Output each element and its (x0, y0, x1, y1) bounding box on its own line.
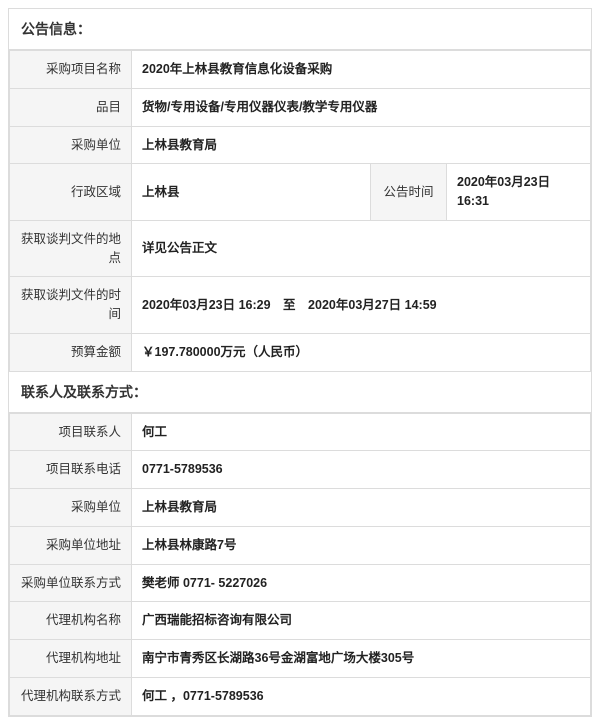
row-doc-time: 获取谈判文件的时间 2020年03月23日 16:29 至 2020年03月27… (10, 277, 591, 334)
value-project-name: 2020年上林县教育信息化设备采购 (132, 51, 591, 89)
row-budget: 预算金额 ￥197.780000万元（人民币） (10, 333, 591, 371)
row-buyer-addr: 采购单位地址 上林县林康路7号 (10, 526, 591, 564)
row-category: 品目 货物/专用设备/专用仪器仪表/教学专用仪器 (10, 88, 591, 126)
label-buyer-addr: 采购单位地址 (10, 526, 132, 564)
row-agency-name: 代理机构名称 广西瑞能招标咨询有限公司 (10, 602, 591, 640)
value-region: 上林县 (132, 164, 371, 221)
label-agency-name: 代理机构名称 (10, 602, 132, 640)
label-doc-time: 获取谈判文件的时间 (10, 277, 132, 334)
value-buyer2: 上林县教育局 (132, 489, 591, 527)
label-agency-contact: 代理机构联系方式 (10, 677, 132, 715)
announcement-panel: 公告信息： 采购项目名称 2020年上林县教育信息化设备采购 品目 货物/专用设… (8, 8, 592, 717)
label-agency-addr: 代理机构地址 (10, 640, 132, 678)
value-category: 货物/专用设备/专用仪器仪表/教学专用仪器 (132, 88, 591, 126)
row-agency-addr: 代理机构地址 南宁市青秀区长湖路36号金湖富地广场大楼305号 (10, 640, 591, 678)
row-buyer-contact: 采购单位联系方式 樊老师 0771- 5227026 (10, 564, 591, 602)
label-buyer-contact: 采购单位联系方式 (10, 564, 132, 602)
label-category: 品目 (10, 88, 132, 126)
row-doc-place: 获取谈判文件的地点 详见公告正文 (10, 220, 591, 277)
section1-header: 公告信息： (9, 9, 591, 50)
value-doc-place: 详见公告正文 (132, 220, 591, 277)
section1-table: 采购项目名称 2020年上林县教育信息化设备采购 品目 货物/专用设备/专用仪器… (9, 50, 591, 372)
label-proj-phone: 项目联系电话 (10, 451, 132, 489)
value-agency-name: 广西瑞能招标咨询有限公司 (132, 602, 591, 640)
row-region-time: 行政区域 上林县 公告时间 2020年03月23日 16:31 (10, 164, 591, 221)
label-doc-place: 获取谈判文件的地点 (10, 220, 132, 277)
label-buyer: 采购单位 (10, 126, 132, 164)
row-buyer: 采购单位 上林县教育局 (10, 126, 591, 164)
label-proj-contact: 项目联系人 (10, 413, 132, 451)
value-buyer-contact: 樊老师 0771- 5227026 (132, 564, 591, 602)
value-agency-contact: 何工 ，0771-5789536 (132, 677, 591, 715)
value-buyer-addr: 上林县林康路7号 (132, 526, 591, 564)
value-announce-time: 2020年03月23日 16:31 (447, 164, 591, 221)
value-agency-addr: 南宁市青秀区长湖路36号金湖富地广场大楼305号 (132, 640, 591, 678)
row-proj-contact: 项目联系人 何工 (10, 413, 591, 451)
label-project-name: 采购项目名称 (10, 51, 132, 89)
row-project-name: 采购项目名称 2020年上林县教育信息化设备采购 (10, 51, 591, 89)
row-agency-contact: 代理机构联系方式 何工 ，0771-5789536 (10, 677, 591, 715)
section2-table: 项目联系人 何工 项目联系电话 0771-5789536 采购单位 上林县教育局… (9, 413, 591, 716)
value-proj-phone: 0771-5789536 (132, 451, 591, 489)
label-region: 行政区域 (10, 164, 132, 221)
label-budget: 预算金额 (10, 333, 132, 371)
value-doc-time: 2020年03月23日 16:29 至 2020年03月27日 14:59 (132, 277, 591, 334)
section2-header: 联系人及联系方式： (9, 372, 591, 413)
label-buyer2: 采购单位 (10, 489, 132, 527)
row-buyer2: 采购单位 上林县教育局 (10, 489, 591, 527)
value-proj-contact: 何工 (132, 413, 591, 451)
row-proj-phone: 项目联系电话 0771-5789536 (10, 451, 591, 489)
label-announce-time: 公告时间 (371, 164, 447, 221)
value-buyer: 上林县教育局 (132, 126, 591, 164)
value-budget: ￥197.780000万元（人民币） (132, 333, 591, 371)
